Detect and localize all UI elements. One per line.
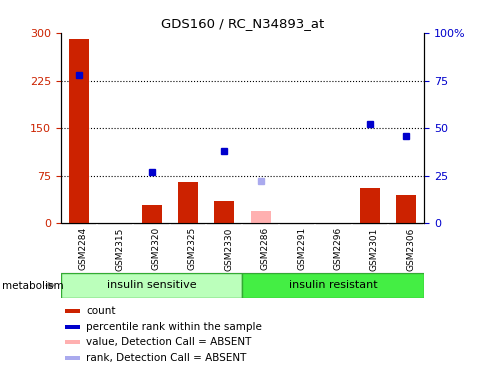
Bar [214,201,234,223]
Text: count: count [86,306,116,316]
Text: GSM2315: GSM2315 [115,227,124,270]
Bar [64,340,79,344]
Bar [64,325,79,329]
Bar [64,309,79,313]
Text: GSM2320: GSM2320 [151,227,160,270]
Text: GSM2330: GSM2330 [224,227,233,270]
Bar [395,195,415,223]
Bar [242,273,424,298]
Text: rank, Detection Call = ABSENT: rank, Detection Call = ABSENT [86,353,246,363]
Text: GSM2296: GSM2296 [333,227,342,270]
Text: metabolism: metabolism [2,281,64,291]
Bar [64,356,79,360]
Bar [178,182,197,223]
Text: GSM2306: GSM2306 [405,227,414,270]
Bar [141,205,161,223]
Bar [359,188,379,223]
Text: GSM2284: GSM2284 [78,227,88,270]
Text: percentile rank within the sample: percentile rank within the sample [86,322,261,332]
Title: GDS160 / RC_N34893_at: GDS160 / RC_N34893_at [161,17,323,30]
Text: GSM2291: GSM2291 [296,227,305,270]
Bar [60,273,242,298]
Text: GSM2301: GSM2301 [369,227,378,270]
Text: insulin resistant: insulin resistant [288,280,377,291]
Bar [69,39,89,223]
Text: GSM2286: GSM2286 [260,227,269,270]
Text: GSM2325: GSM2325 [187,227,197,270]
Bar [250,210,270,223]
Text: value, Detection Call = ABSENT: value, Detection Call = ABSENT [86,337,251,347]
Text: insulin sensitive: insulin sensitive [106,280,196,291]
